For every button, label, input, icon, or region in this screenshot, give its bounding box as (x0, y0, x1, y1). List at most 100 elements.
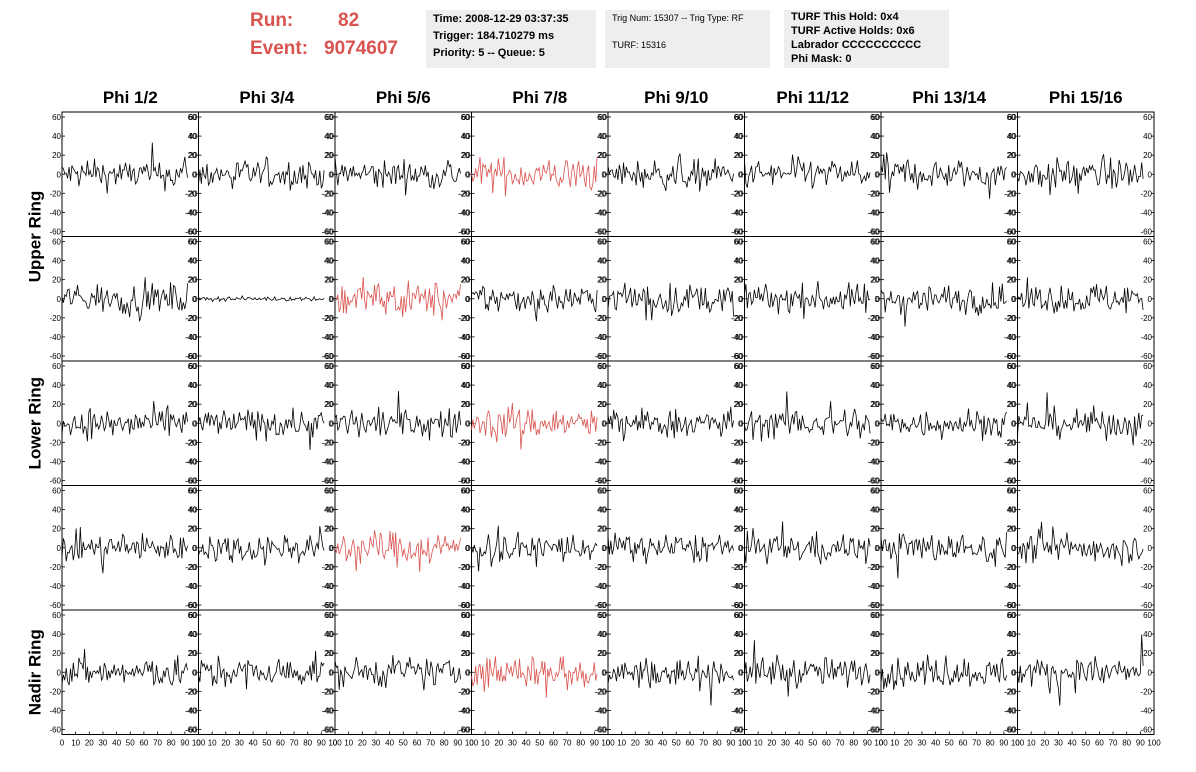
y-tick-label: 60 (52, 611, 61, 620)
x-tick-label: 90 (453, 739, 462, 748)
y-tick-label-right: 60 (461, 362, 470, 371)
y-tick-label: -40 (868, 457, 880, 466)
y-tick-label-right: -60 (1140, 726, 1152, 735)
y-tick-label: 0 (876, 295, 881, 304)
y-tick-label-right: 60 (597, 238, 606, 247)
x-tick-label: 50 (1081, 739, 1090, 748)
y-tick-label-right: -20 (731, 314, 743, 323)
panel-frame (334, 609, 472, 735)
y-tick-label-right: -20 (867, 687, 879, 696)
y-tick-label-right: 0 (1011, 295, 1016, 304)
run-event-box: Run: 82 Event: 9074607 (250, 8, 420, 68)
y-tick-label-right: 20 (461, 400, 470, 409)
y-tick-label-right: 40 (188, 132, 197, 141)
x-tick-label: 90 (726, 739, 735, 748)
y-tick-label: -60 (1005, 477, 1017, 486)
y-tick-label: -40 (49, 208, 61, 217)
waveform-trace (880, 408, 1007, 441)
y-tick-label: 0 (1012, 668, 1017, 677)
y-tick-label: -20 (595, 563, 607, 572)
y-tick-label: -20 (459, 314, 471, 323)
y-tick-label-right: 0 (1148, 419, 1153, 428)
y-tick-label: -40 (732, 706, 744, 715)
x-tick-label: 90 (863, 739, 872, 748)
y-tick-label-right: 0 (329, 419, 334, 428)
y-tick-label-right: 20 (734, 525, 743, 534)
panel-frame (1017, 485, 1155, 611)
y-tick-label-right: 40 (324, 381, 333, 390)
x-tick-label: 20 (358, 739, 367, 748)
y-tick-label-right: 60 (597, 362, 606, 371)
y-tick-label: -60 (49, 477, 61, 486)
y-tick-label: -60 (459, 726, 471, 735)
y-tick-label-right: 60 (1007, 113, 1016, 122)
phi-mask-text: Phi Mask: 0 (791, 53, 852, 65)
x-tick-label: 70 (699, 739, 708, 748)
column-title: Phi 5/6 (376, 88, 431, 107)
y-tick-label-right: 60 (734, 611, 743, 620)
y-tick-label: 40 (598, 381, 607, 390)
waveform-trace (61, 400, 188, 442)
y-tick-label-right: -60 (1004, 352, 1016, 361)
y-tick-label: 60 (52, 113, 61, 122)
waveform-trace (334, 156, 461, 196)
y-tick-label-right: 0 (738, 295, 743, 304)
y-tick-label: -20 (595, 687, 607, 696)
y-tick-label-right: -40 (321, 582, 333, 591)
y-tick-label-right: -60 (731, 352, 743, 361)
y-tick-label-right: -20 (867, 314, 879, 323)
y-tick-label-right: 60 (461, 113, 470, 122)
waveform-trace (1017, 392, 1144, 446)
y-tick-label-right: 40 (1007, 132, 1016, 141)
y-tick-label-right: 0 (465, 544, 470, 553)
y-tick-label: -20 (732, 687, 744, 696)
y-tick-label: 60 (871, 238, 880, 247)
y-tick-label: 0 (603, 419, 608, 428)
y-tick-label: 20 (462, 151, 471, 160)
y-tick-label: 40 (325, 630, 334, 639)
y-tick-label-right: 60 (734, 238, 743, 247)
y-tick-label: 0 (1012, 419, 1017, 428)
y-tick-label-right: 0 (875, 170, 880, 179)
y-tick-label: -60 (49, 601, 61, 610)
y-tick-label: 20 (871, 276, 880, 285)
panel-frame (607, 111, 745, 237)
y-tick-label-right: -20 (731, 189, 743, 198)
x-tick-label: 90 (180, 739, 189, 748)
x-tick-label: 60 (958, 739, 967, 748)
y-tick-label-right: -20 (731, 438, 743, 447)
y-tick-label-right: 0 (329, 170, 334, 179)
y-tick-label-right: -20 (867, 438, 879, 447)
x-tick-label: 0 (1015, 739, 1020, 748)
x-tick-label: 100 (328, 739, 342, 748)
y-tick-label-right: 0 (1011, 170, 1016, 179)
y-tick-label: 60 (598, 487, 607, 496)
y-tick-label: 20 (462, 400, 471, 409)
y-tick-label: 60 (735, 611, 744, 620)
y-tick-label-right: 40 (1143, 506, 1152, 515)
y-tick-label: 0 (1012, 170, 1017, 179)
y-tick-label: 0 (57, 668, 62, 677)
y-tick-label-right: 60 (1007, 611, 1016, 620)
waveform-trace (1017, 634, 1144, 706)
y-tick-label-right: -20 (1140, 438, 1152, 447)
y-tick-label-right: 0 (602, 419, 607, 428)
y-tick-label-right: 20 (870, 400, 879, 409)
y-tick-label: 0 (330, 419, 335, 428)
y-tick-label-right: -40 (321, 333, 333, 342)
y-tick-label: 40 (871, 257, 880, 266)
y-tick-label-right: -40 (731, 582, 743, 591)
y-tick-label-right: 60 (461, 611, 470, 620)
y-tick-label-right: 0 (192, 544, 197, 553)
y-tick-label: -20 (732, 314, 744, 323)
y-tick-label: -20 (186, 438, 198, 447)
y-tick-label: -60 (1005, 352, 1017, 361)
y-tick-label: 60 (462, 362, 471, 371)
y-tick-label-right: 40 (324, 257, 333, 266)
x-tick-label: 50 (399, 739, 408, 748)
y-tick-label: -60 (49, 726, 61, 735)
y-tick-label: 20 (1008, 525, 1017, 534)
y-tick-label: -20 (1005, 438, 1017, 447)
y-tick-label: 40 (1008, 630, 1017, 639)
waveform-trace (744, 521, 871, 565)
